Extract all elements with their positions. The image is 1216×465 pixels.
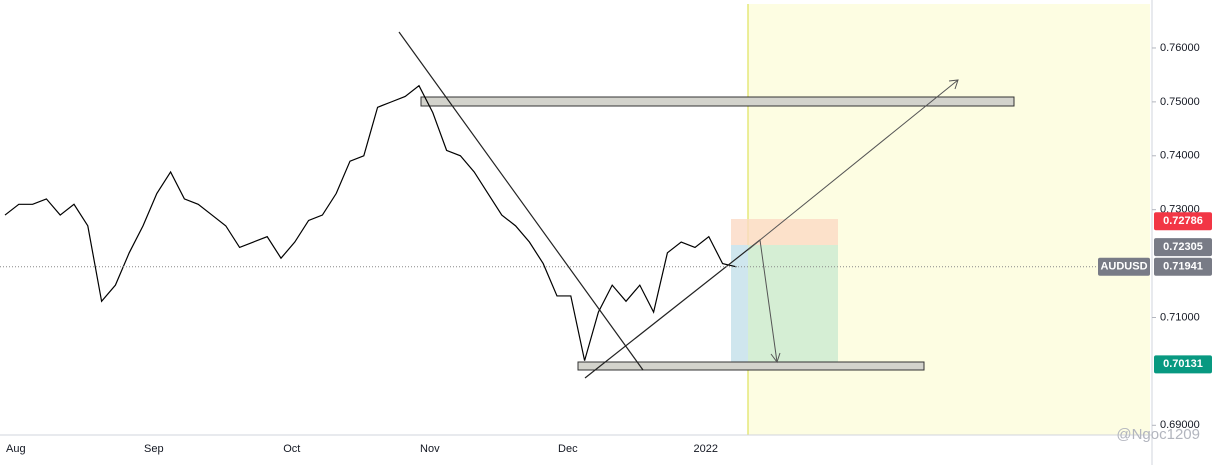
y-tick-label: 0.76000: [1160, 42, 1200, 54]
arrow-head: [948, 79, 959, 90]
x-tick-label: Aug: [6, 443, 26, 455]
price-label-box: [1154, 238, 1212, 257]
plot: [4, 84, 737, 361]
price-label-box: [1154, 212, 1212, 231]
trend-line: [398, 31, 644, 371]
entry-zone: [731, 245, 748, 362]
price-label: 0.72305: [1163, 241, 1203, 253]
watermark: @Ngoc1209: [1116, 426, 1200, 443]
price-line: [4, 84, 737, 361]
price-label: 0.72786: [1163, 215, 1203, 227]
x-tick-label: Dec: [558, 443, 578, 455]
price-label: 0.70131: [1163, 358, 1203, 370]
x-tick-label: 2022: [694, 443, 718, 455]
y-tick-label: 0.74000: [1160, 150, 1200, 162]
y-tick-label: 0.69000: [1160, 419, 1200, 431]
resistance-zone: [420, 96, 1015, 107]
y-tick-label: 0.71000: [1160, 311, 1200, 323]
arrow-head: [770, 352, 781, 364]
arrow: [759, 79, 959, 241]
x-tick-label: Nov: [420, 443, 440, 455]
support-zone: [577, 361, 925, 371]
price-label-box: [1154, 257, 1212, 276]
symbol-box: [1098, 257, 1150, 276]
price-label: 0.71941: [1163, 261, 1203, 273]
trend-line: [584, 239, 761, 379]
y-tick-label: 0.75000: [1160, 96, 1200, 108]
x-tick-label: Oct: [283, 443, 300, 455]
stop-zone: [731, 219, 838, 245]
target-zone: [731, 245, 838, 362]
x-tick-label: Sep: [144, 443, 164, 455]
price-label-box: [1154, 355, 1212, 374]
symbol-label: AUDUSD: [1100, 261, 1147, 273]
arrow: [747, 239, 778, 363]
